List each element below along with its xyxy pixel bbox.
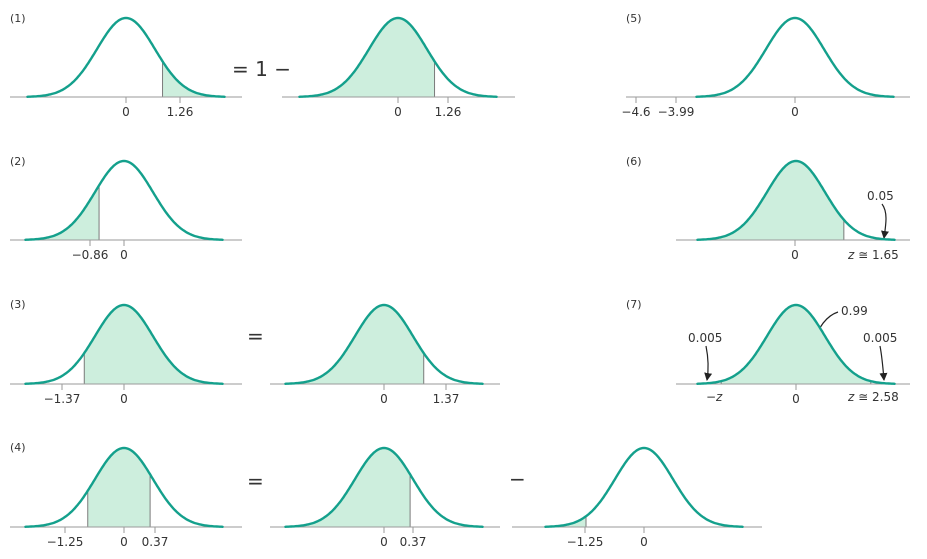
p1a-curve bbox=[26, 16, 226, 98]
panel-7-left-area-label: 0.005 bbox=[688, 331, 722, 345]
p1b-tick-label-0: 0 bbox=[394, 105, 402, 119]
p1a-tick-label-0: 0 bbox=[122, 105, 130, 119]
p4b-tick-label-1: 0.37 bbox=[400, 535, 427, 549]
p5-tick-label-2: 0 bbox=[791, 105, 799, 119]
p1a-shaded-area bbox=[162, 61, 225, 97]
p4a-curve bbox=[24, 446, 224, 528]
p1b-tick-label-1: 1.26 bbox=[435, 105, 462, 119]
panel-1-operator: = 1 − bbox=[232, 57, 291, 81]
p4b-curve bbox=[284, 446, 484, 528]
panel-3-operator: = bbox=[247, 324, 264, 348]
p3b-shaded-area bbox=[285, 305, 424, 384]
p5-tick-label-0: −4.6 bbox=[621, 105, 650, 119]
p3b-tick-label-1: 1.37 bbox=[433, 392, 460, 406]
p4a-tick-label-2: 0.37 bbox=[142, 535, 169, 549]
panel-7-z-var: z bbox=[847, 390, 855, 404]
panel-7-left-arrow bbox=[704, 345, 713, 381]
p3a-shaded-area bbox=[84, 305, 223, 384]
panel-6-tag: (6) bbox=[626, 155, 642, 168]
panel-4-tag: (4) bbox=[10, 441, 26, 454]
panel-7-neg-z-label: −z bbox=[706, 390, 723, 404]
panel-4-operator-equals: = bbox=[247, 469, 264, 493]
panel-7-neg-z-var: −z bbox=[706, 390, 723, 404]
panel-7-right-area-label: 0.005 bbox=[863, 331, 897, 345]
panel-6-tail-area-label: 0.05 bbox=[867, 189, 894, 203]
p2-shaded-area bbox=[25, 185, 100, 240]
p2-tick-label-1: 0 bbox=[120, 248, 128, 262]
panel-6-z-value: ≅ 1.65 bbox=[854, 248, 898, 262]
curves-layer: 0 1.26 0 1.26 −4.6 −3.99 0 −0.86 0 0 −1.37 0 0 1.37 0 −… bbox=[10, 16, 910, 549]
p7-tick-label-0: 0 bbox=[792, 392, 800, 406]
p4b-tick-label-0: 0 bbox=[380, 535, 388, 549]
p3a-curve bbox=[24, 303, 224, 385]
panel-6-z-var: z bbox=[847, 248, 855, 262]
p4a-tick-label-0: −1.25 bbox=[47, 535, 84, 549]
panel-5-tag: (5) bbox=[626, 12, 642, 25]
p7-shaded-area bbox=[721, 305, 871, 384]
p4a-tick-label-1: 0 bbox=[120, 535, 128, 549]
panel-7-tag: (7) bbox=[626, 298, 642, 311]
p5-tick-label-1: −3.99 bbox=[658, 105, 695, 119]
p4c-tick-label-0: −1.25 bbox=[567, 535, 604, 549]
p3b-tick-label-0: 0 bbox=[380, 392, 388, 406]
p1b-curve bbox=[298, 16, 498, 98]
p3b-curve bbox=[284, 303, 484, 385]
p6-shaded-area bbox=[697, 161, 844, 240]
panel-7-z-label: z ≅ 2.58 bbox=[847, 390, 899, 404]
panel-1-tag: (1) bbox=[10, 12, 26, 25]
p5-curve bbox=[695, 16, 895, 98]
p4c-curve bbox=[544, 446, 744, 528]
p4b-shaded-area bbox=[285, 448, 411, 527]
p3a-tick-label-0: −1.37 bbox=[44, 392, 81, 406]
p2-curve bbox=[24, 159, 224, 241]
panel-7-z-value: ≅ 2.58 bbox=[854, 390, 898, 404]
p3a-tick-label-1: 0 bbox=[120, 392, 128, 406]
p6-curve bbox=[696, 159, 896, 241]
panel-7-center-area-label: 0.99 bbox=[841, 304, 868, 318]
panel-6-arrow bbox=[881, 203, 889, 239]
p4c-shaded-area bbox=[545, 516, 586, 527]
panel-2-tag: (2) bbox=[10, 155, 26, 168]
panel-3-tag: (3) bbox=[10, 298, 26, 311]
p4c-tick-label-1: 0 bbox=[640, 535, 648, 549]
p7-curve bbox=[696, 303, 896, 385]
p1b-shaded-area bbox=[299, 18, 435, 97]
p1a-tick-label-1: 1.26 bbox=[167, 105, 194, 119]
panel-6-z-label: z ≅ 1.65 bbox=[847, 248, 899, 262]
p2-tick-label-0: −0.86 bbox=[72, 248, 109, 262]
panel-4-operator-minus: − bbox=[509, 467, 526, 491]
panel-7-right-arrow bbox=[879, 345, 888, 381]
p6-tick-label-0: 0 bbox=[791, 248, 799, 262]
